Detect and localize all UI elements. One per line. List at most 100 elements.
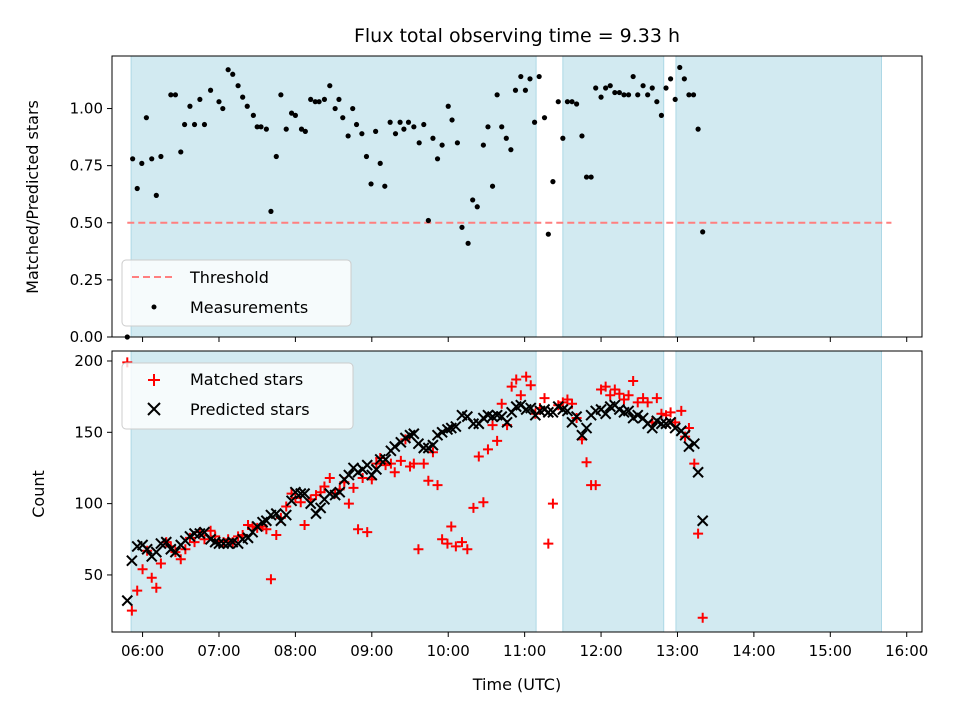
- predicted-star-point: [632, 409, 644, 421]
- measurement-point: [430, 135, 436, 141]
- measurement-point: [555, 99, 561, 105]
- measurement-point: [681, 76, 687, 82]
- measurement-point: [273, 153, 279, 160]
- measurement-point: [139, 160, 145, 166]
- matched-star-point: [362, 527, 373, 538]
- measurement-point: [663, 85, 669, 91]
- matched-star-point: [442, 538, 453, 549]
- measurement-point: [181, 121, 188, 128]
- measurement-point: [220, 105, 226, 112]
- measurement-point: [470, 197, 476, 203]
- measurement-point: [512, 87, 519, 93]
- matched-star-point: [676, 405, 687, 416]
- predicted-legend-swatch: [147, 402, 161, 416]
- threshold-legend-label: Threshold: [189, 268, 269, 287]
- matched-star-point: [693, 528, 704, 539]
- measurement-point: [541, 115, 548, 121]
- measurement-point: [645, 92, 651, 98]
- matched-star-point: [590, 480, 601, 491]
- measurement-point: [583, 174, 590, 180]
- matched-legend-swatch: [148, 374, 160, 386]
- predicted-star-point: [141, 543, 153, 555]
- predicted-star-point: [622, 405, 635, 417]
- predicted-star-point: [450, 420, 462, 433]
- measurement-point: [187, 103, 193, 109]
- x-tick-label: 06:00: [121, 642, 164, 660]
- measurement-point: [302, 128, 308, 134]
- measurement-point: [411, 124, 417, 130]
- measurement-point: [536, 73, 542, 80]
- measurement-point: [658, 112, 665, 118]
- matched-star-point: [600, 381, 611, 392]
- measurement-point: [149, 156, 155, 162]
- measurement-point: [405, 119, 412, 125]
- x-tick-label: 07:00: [197, 642, 240, 660]
- top-observing-window: [562, 55, 665, 338]
- measurement-point: [158, 153, 164, 160]
- measurement-point: [700, 229, 706, 235]
- measurement-point: [545, 231, 551, 237]
- predicted-star-point: [285, 495, 298, 507]
- matched-star-point: [446, 521, 457, 532]
- chart-title: Flux total observing time = 9.33 h: [354, 25, 680, 47]
- matched-star-point: [281, 501, 292, 512]
- measurement-point: [283, 126, 289, 132]
- measurement-point: [518, 73, 524, 80]
- predicted-star-point: [217, 537, 230, 550]
- measurement-point: [178, 149, 184, 155]
- measurement-point: [312, 99, 318, 105]
- measurement-point: [172, 92, 179, 98]
- top-y-axis-label: Matched/Predicted stars: [23, 100, 42, 294]
- measurement-point: [353, 121, 360, 128]
- predicted-star-point: [298, 487, 311, 500]
- predicted-star-point: [343, 469, 355, 481]
- measurement-point: [607, 83, 613, 89]
- matched-star-point: [175, 554, 186, 565]
- predicted-star-point: [427, 439, 439, 451]
- predicted-star-point: [418, 442, 430, 454]
- measurement-point: [327, 83, 333, 89]
- top-y-tick-label: 0.00: [70, 328, 103, 346]
- matched-star-point: [132, 585, 143, 596]
- matched-star-point: [581, 457, 592, 468]
- measurement-point: [191, 121, 198, 128]
- measurement-point: [336, 96, 342, 103]
- matched-star-point: [189, 537, 200, 548]
- matched-star-point: [319, 481, 330, 492]
- measurement-point: [480, 142, 486, 148]
- measurement-point: [134, 185, 140, 192]
- predicted-star-point: [683, 440, 695, 453]
- matched-star-point: [496, 398, 507, 409]
- predicted-star-point: [441, 423, 454, 436]
- measurement-point: [197, 96, 203, 103]
- measurement-point: [207, 87, 214, 93]
- predicted-star-point: [361, 459, 373, 471]
- x-tick-label: 10:00: [427, 642, 470, 660]
- matched-star-point: [680, 431, 691, 442]
- measurement-point: [503, 135, 509, 141]
- measurement-point: [574, 101, 580, 107]
- matched-star-point: [413, 544, 424, 555]
- measurement-point: [489, 183, 496, 189]
- bottom-y-tick-label: 50: [84, 566, 103, 584]
- predicted-star-point: [314, 502, 327, 514]
- measurement-point: [630, 73, 636, 80]
- measurement-point: [332, 105, 338, 112]
- matched-star-point: [137, 564, 148, 575]
- measurement-point: [292, 112, 298, 118]
- predicted-star-point: [679, 429, 691, 441]
- matched-star-point: [324, 472, 335, 483]
- bottom-y-tick-label: 200: [74, 352, 103, 370]
- measurement-point: [672, 96, 678, 103]
- measurement-point: [368, 181, 374, 187]
- matched-star-point: [511, 374, 522, 385]
- matched-star-point: [487, 420, 498, 431]
- measurement-point: [579, 133, 585, 139]
- measurement-point: [263, 126, 269, 132]
- predicted-star-point: [408, 428, 420, 440]
- matched-star-point: [697, 612, 708, 623]
- measurement-point: [593, 85, 599, 91]
- top-y-tick-label: 0.50: [70, 214, 103, 232]
- matched-star-point: [389, 467, 400, 478]
